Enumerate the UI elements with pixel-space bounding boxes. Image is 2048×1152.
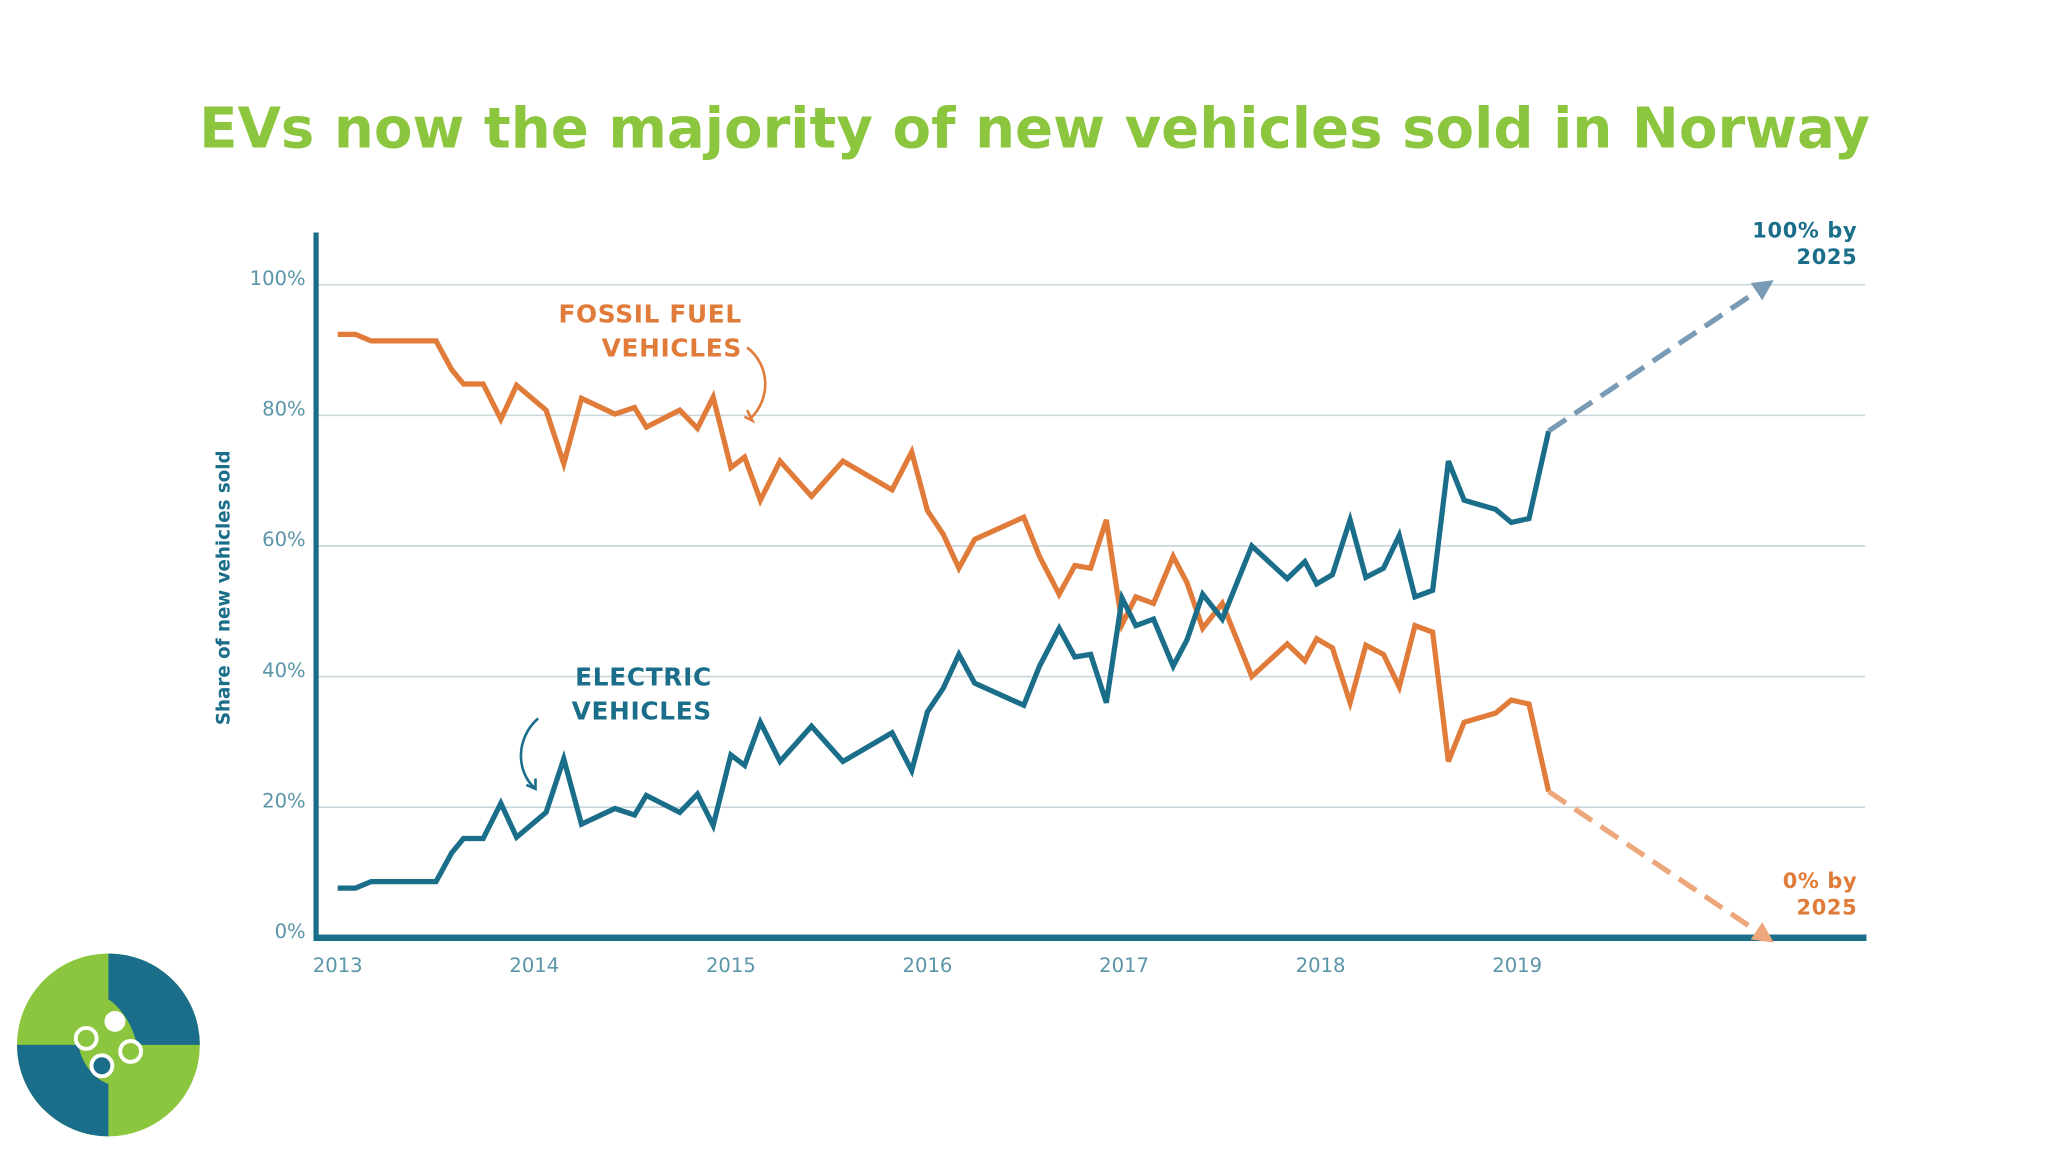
annotation-arrow-head <box>743 409 756 424</box>
y-tick-label: 40% <box>262 659 306 682</box>
x-tick-label: 2017 <box>1099 954 1149 977</box>
projection-label-box: 100% by 2025 <box>1752 218 1858 270</box>
y-tick-label: 0% <box>275 920 306 943</box>
projection-label-box: 0% by 2025 <box>1782 868 1858 920</box>
series-label: FOSSIL FUEL VEHICLES <box>558 300 742 364</box>
projection-label: 0% by 2025 <box>1782 868 1858 920</box>
annotation-arrow <box>519 717 539 789</box>
series-line <box>337 331 1552 793</box>
projection-label: 100% by 2025 <box>1752 218 1858 270</box>
series-label-box: ELECTRIC VEHICLES <box>571 663 712 727</box>
projection-line <box>1547 789 1774 943</box>
chart-title: EVs now the majority of new vehicles sol… <box>199 97 1870 162</box>
logo <box>16 953 200 1137</box>
x-tick-label: 2015 <box>706 954 756 977</box>
annotation-arrow <box>746 346 767 419</box>
y-axis-label: Share of new vehicles sold <box>214 450 235 725</box>
y-tick-label: 80% <box>262 398 306 421</box>
x-tick-label: 2013 <box>313 954 363 977</box>
y-tick-label: 100% <box>250 267 306 290</box>
series-line <box>337 430 1552 891</box>
annotation-arrow-head <box>525 778 537 791</box>
x-tick-label: 2018 <box>1296 954 1346 977</box>
x-tick-label: 2016 <box>903 954 953 977</box>
series-label: ELECTRIC VEHICLES <box>571 663 712 727</box>
y-tick-label: 20% <box>262 789 306 812</box>
projection-line <box>1547 280 1774 434</box>
x-tick-label: 2019 <box>1492 954 1542 977</box>
x-tick-label: 2014 <box>509 954 559 977</box>
series-label-box: FOSSIL FUEL VEHICLES <box>558 300 742 364</box>
y-tick-label: 60% <box>262 528 306 551</box>
